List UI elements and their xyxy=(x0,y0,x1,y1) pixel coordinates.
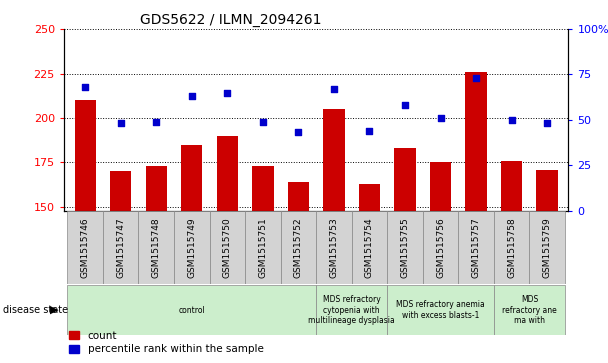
Point xyxy=(258,119,268,125)
Legend: count, percentile rank within the sample: count, percentile rank within the sample xyxy=(69,331,264,354)
Text: GSM1515755: GSM1515755 xyxy=(401,217,410,278)
Bar xyxy=(181,145,202,211)
Bar xyxy=(351,211,387,284)
Bar xyxy=(323,109,345,211)
Bar xyxy=(387,285,494,335)
Point xyxy=(400,102,410,108)
Bar xyxy=(458,211,494,284)
Point xyxy=(329,86,339,92)
Bar xyxy=(387,211,423,284)
Bar xyxy=(67,211,103,284)
Bar xyxy=(75,100,96,211)
Text: GSM1515748: GSM1515748 xyxy=(152,217,161,278)
Bar xyxy=(103,211,139,284)
Text: GSM1515758: GSM1515758 xyxy=(507,217,516,278)
Bar xyxy=(145,166,167,211)
Bar xyxy=(395,148,416,211)
Point xyxy=(151,119,161,125)
Bar xyxy=(245,211,281,284)
Bar xyxy=(316,211,351,284)
Point xyxy=(223,90,232,95)
Bar xyxy=(139,211,174,284)
Point xyxy=(365,128,375,134)
Text: GSM1515750: GSM1515750 xyxy=(223,217,232,278)
Text: control: control xyxy=(178,306,205,314)
Bar xyxy=(423,211,458,284)
Text: MDS refractory
cytopenia with
multilineage dysplasia: MDS refractory cytopenia with multilinea… xyxy=(308,295,395,325)
Bar xyxy=(316,285,387,335)
Bar xyxy=(174,211,210,284)
Text: GSM1515753: GSM1515753 xyxy=(330,217,339,278)
Point xyxy=(116,121,126,126)
Point xyxy=(471,75,481,81)
Point xyxy=(80,84,90,90)
Bar xyxy=(465,72,487,211)
Text: ▶: ▶ xyxy=(50,305,59,315)
Text: GSM1515746: GSM1515746 xyxy=(81,217,89,278)
Bar xyxy=(216,136,238,211)
Text: GSM1515757: GSM1515757 xyxy=(472,217,480,278)
Point xyxy=(294,130,303,135)
Text: MDS
refractory ane
ma with: MDS refractory ane ma with xyxy=(502,295,557,325)
Point xyxy=(436,115,446,121)
Text: GSM1515756: GSM1515756 xyxy=(436,217,445,278)
Text: GSM1515749: GSM1515749 xyxy=(187,217,196,278)
Bar xyxy=(359,184,380,211)
Bar xyxy=(494,211,530,284)
Bar xyxy=(281,211,316,284)
Bar xyxy=(530,211,565,284)
Text: disease state: disease state xyxy=(3,305,68,315)
Bar xyxy=(536,170,558,211)
Text: GSM1515747: GSM1515747 xyxy=(116,217,125,278)
Bar xyxy=(430,163,451,211)
Bar xyxy=(494,285,565,335)
Bar xyxy=(252,166,274,211)
Text: GDS5622 / ILMN_2094261: GDS5622 / ILMN_2094261 xyxy=(139,13,321,26)
Point xyxy=(187,93,196,99)
Bar xyxy=(210,211,245,284)
Text: MDS refractory anemia
with excess blasts-1: MDS refractory anemia with excess blasts… xyxy=(396,300,485,320)
Text: GSM1515751: GSM1515751 xyxy=(258,217,268,278)
Point xyxy=(506,117,516,123)
Text: GSM1515754: GSM1515754 xyxy=(365,217,374,278)
Bar xyxy=(288,182,309,211)
Bar xyxy=(501,161,522,211)
Bar xyxy=(67,285,316,335)
Text: GSM1515759: GSM1515759 xyxy=(543,217,551,278)
Bar xyxy=(110,171,131,211)
Point xyxy=(542,121,552,126)
Text: GSM1515752: GSM1515752 xyxy=(294,217,303,278)
